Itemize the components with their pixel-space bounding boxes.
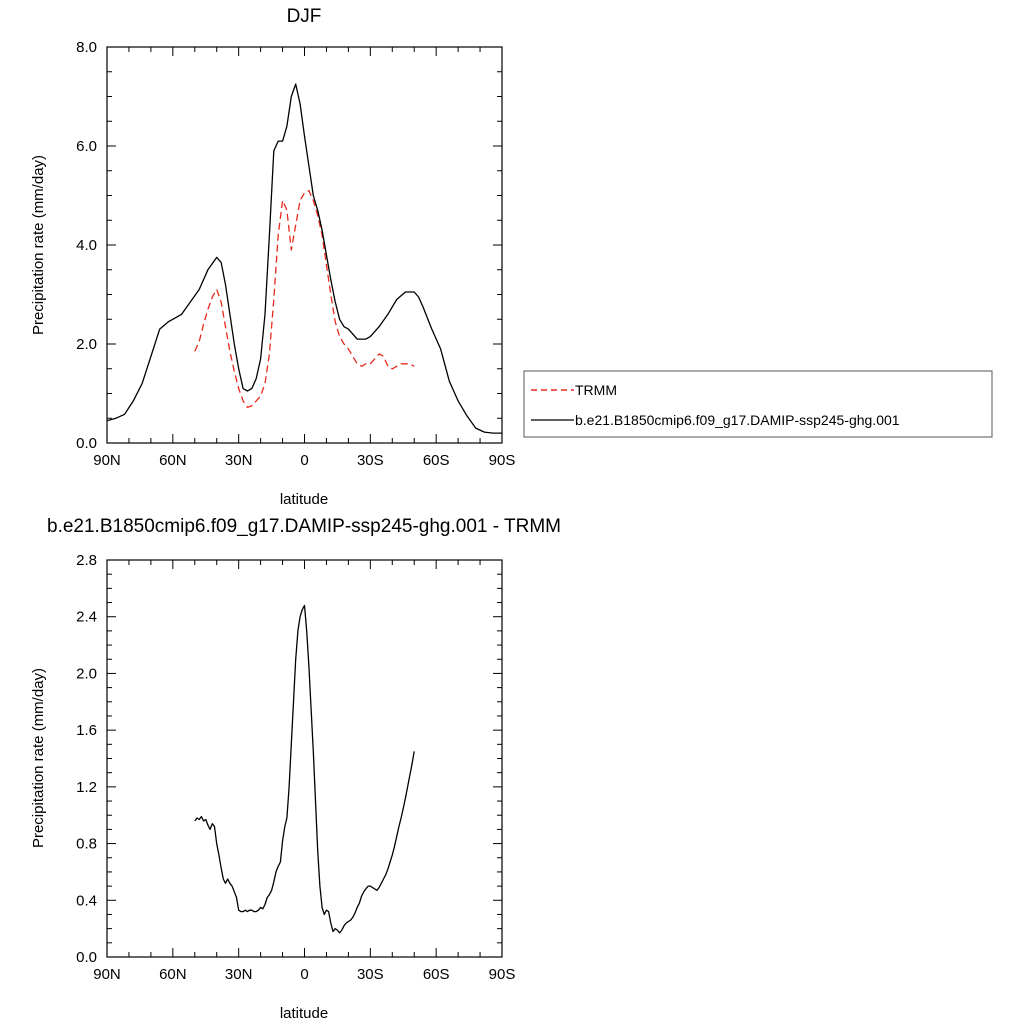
x-tick-label: 30S [357, 966, 384, 983]
y-tick-label: 1.6 [76, 722, 97, 739]
plot-frame [106, 46, 503, 444]
y-tick-label: 0.8 [76, 836, 97, 853]
x-tick-label: 90N [93, 966, 121, 983]
x-tick-label: 30N [225, 452, 253, 469]
x-axis-label: latitude [280, 491, 328, 508]
x-tick-label: 90S [489, 966, 516, 983]
plot-frame [106, 559, 503, 958]
panel-top: DJF 90N 60N 30N 0 30S 60S 90S 0.0 2.0 4.0 6.0 8.0 l… [30, 6, 993, 508]
y-tick-label: 6.0 [76, 138, 97, 155]
x-tick-label: 30S [357, 452, 384, 469]
x-tick-label: 90S [489, 452, 516, 469]
chart-title: DJF [287, 6, 322, 27]
series-line-trmm [194, 189, 415, 409]
x-tick-label: 60S [423, 452, 450, 469]
x-tick-label: 90N [93, 452, 121, 469]
y-tick-label: 4.0 [76, 237, 97, 254]
y-tick-label: 0.0 [76, 435, 97, 452]
legend-label-trmm: TRMM [575, 382, 617, 398]
legend-box [523, 370, 993, 438]
y-tick-label: 1.2 [76, 779, 97, 796]
chart-title: b.e21.B1850cmip6.f09_g17.DAMIP-ssp245-gh… [47, 516, 561, 537]
series-line-model [106, 83, 502, 434]
y-tick-label: 0.0 [76, 949, 97, 966]
x-tick-label: 60N [159, 966, 187, 983]
series-line-difference [194, 604, 415, 934]
x-tick-label: 60N [159, 452, 187, 469]
y-tick-label: 2.8 [76, 552, 97, 569]
x-tick-label: 60S [423, 966, 450, 983]
y-tick-label: 2.0 [76, 665, 97, 682]
x-tick-label: 0 [300, 966, 308, 983]
y-axis-label: Precipitation rate (mm/day) [30, 155, 47, 335]
x-tick-label: 0 [300, 452, 308, 469]
legend-label-model: b.e21.B1850cmip6.f09_g17.DAMIP-ssp245-gh… [575, 412, 900, 428]
x-axis-label: latitude [280, 1005, 328, 1022]
y-tick-label: 8.0 [76, 39, 97, 56]
y-axis-label: Precipitation rate (mm/day) [30, 668, 47, 848]
y-tick-label: 2.0 [76, 336, 97, 353]
x-tick-label: 30N [225, 966, 253, 983]
y-tick-label: 2.4 [76, 609, 97, 626]
y-tick-label: 0.4 [76, 892, 97, 909]
panel-bottom: b.e21.B1850cmip6.f09_g17.DAMIP-ssp245-gh… [30, 516, 561, 1022]
legend: TRMM b.e21.B1850cmip6.f09_g17.DAMIP-ssp2… [523, 370, 993, 438]
